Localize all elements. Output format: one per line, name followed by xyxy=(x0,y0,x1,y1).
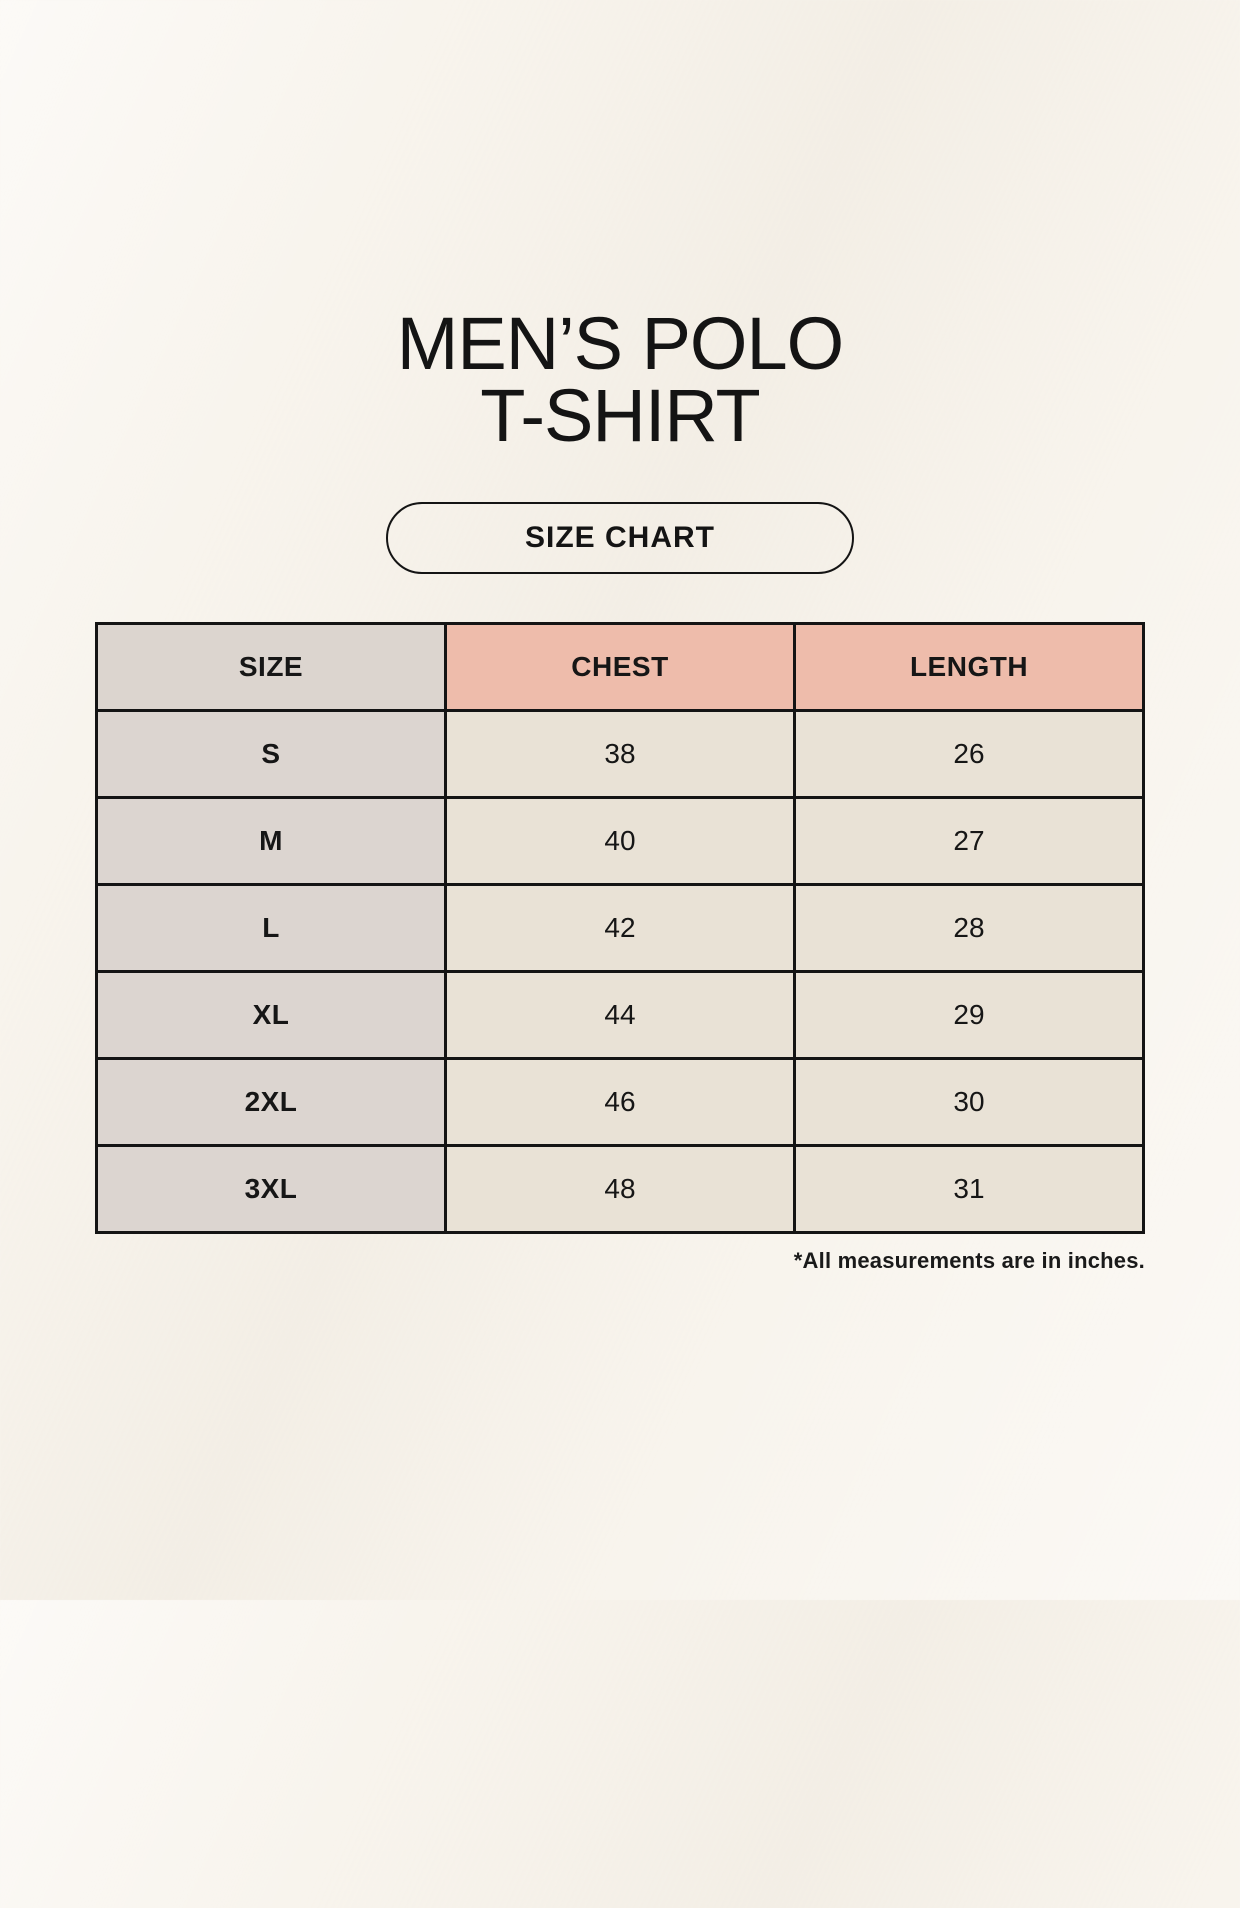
length-value: 28 xyxy=(793,883,1145,973)
size-chart-page: MEN’S POLO T-SHIRT SIZE CHART SIZE CHEST… xyxy=(95,302,1145,1274)
length-value: 27 xyxy=(793,796,1145,886)
chest-value: 44 xyxy=(444,970,796,1060)
size-chart-table: SIZE CHEST LENGTH S 38 26 M 40 27 L 42 2… xyxy=(95,622,1145,1234)
length-value: 31 xyxy=(793,1144,1145,1234)
size-chart-badge-label: SIZE CHART xyxy=(525,521,715,554)
table-row: XL 44 29 xyxy=(95,970,1145,1060)
size-label: M xyxy=(95,796,447,886)
measurements-footnote: *All measurements are in inches. xyxy=(793,1248,1145,1273)
chest-value: 48 xyxy=(444,1144,796,1234)
page-title-line1: MEN’S POLO xyxy=(396,302,844,385)
length-value: 29 xyxy=(793,970,1145,1060)
chest-value: 42 xyxy=(444,883,796,973)
chest-value: 38 xyxy=(444,709,796,799)
size-label: XL xyxy=(95,970,447,1060)
table-row: 3XL 48 31 xyxy=(95,1144,1145,1234)
size-label: 2XL xyxy=(95,1057,447,1147)
size-label: L xyxy=(95,883,447,973)
size-label: S xyxy=(95,709,447,799)
size-chart-badge: SIZE CHART xyxy=(386,502,854,574)
chest-value: 46 xyxy=(444,1057,796,1147)
table-row: S 38 26 xyxy=(95,709,1145,799)
table-row: L 42 28 xyxy=(95,883,1145,973)
page-title-line2: T-SHIRT xyxy=(480,374,760,457)
column-header-chest: CHEST xyxy=(444,622,796,712)
column-header-size: SIZE xyxy=(95,622,447,712)
length-value: 26 xyxy=(793,709,1145,799)
column-header-length: LENGTH xyxy=(793,622,1145,712)
length-value: 30 xyxy=(793,1057,1145,1147)
table-row: M 40 27 xyxy=(95,796,1145,886)
table-header-row: SIZE CHEST LENGTH xyxy=(95,622,1145,712)
size-label: 3XL xyxy=(95,1144,447,1234)
table-row: 2XL 46 30 xyxy=(95,1057,1145,1147)
chest-value: 40 xyxy=(444,796,796,886)
page-title: MEN’S POLO T-SHIRT xyxy=(95,302,1145,457)
